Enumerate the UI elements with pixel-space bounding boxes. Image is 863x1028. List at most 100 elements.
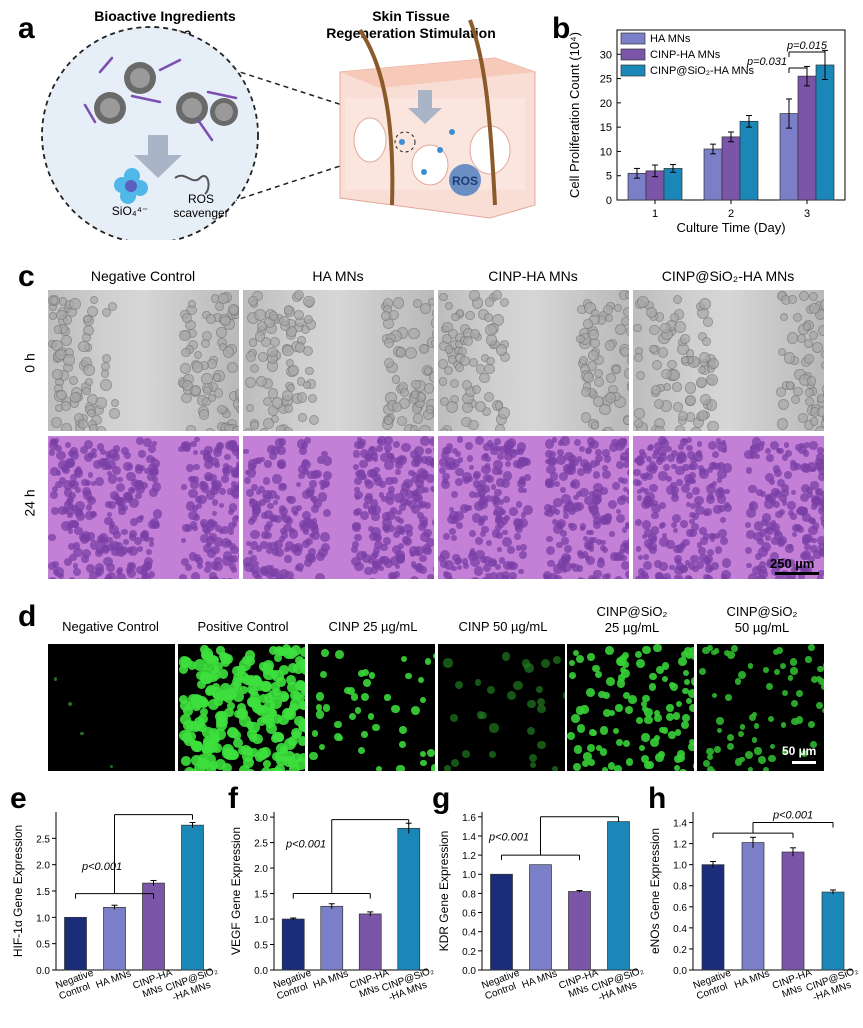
cell <box>513 532 522 541</box>
cell <box>641 519 652 530</box>
cell <box>67 528 74 534</box>
cell <box>473 566 483 576</box>
cell <box>206 541 212 548</box>
fluorescence-image-cinpsio2-50 <box>697 644 824 771</box>
cell <box>385 477 394 486</box>
cell <box>484 455 491 462</box>
cell <box>384 449 390 456</box>
cell <box>805 656 812 663</box>
cell <box>422 474 429 481</box>
cell <box>316 551 326 561</box>
cell <box>440 451 449 460</box>
cell <box>648 545 658 554</box>
cell <box>673 575 680 579</box>
cell <box>576 724 586 733</box>
bar <box>281 918 305 971</box>
cell <box>637 567 646 576</box>
cell <box>705 399 718 411</box>
cell <box>764 472 775 482</box>
cell <box>86 532 96 541</box>
cell <box>303 558 312 567</box>
cell <box>264 459 272 468</box>
cell <box>263 397 273 407</box>
cell <box>70 474 78 482</box>
cell <box>420 759 427 766</box>
cell <box>316 710 325 719</box>
cell <box>254 331 266 342</box>
bar <box>181 824 204 971</box>
cell <box>69 451 79 461</box>
cell <box>751 566 761 576</box>
cell <box>365 480 375 490</box>
cell <box>266 542 273 548</box>
cell <box>54 677 58 681</box>
p-value-label: p=0.031 <box>746 56 787 68</box>
cell <box>52 485 59 492</box>
cell <box>313 499 322 508</box>
cell <box>714 546 723 554</box>
cell <box>386 497 394 506</box>
cell <box>431 518 434 526</box>
cell <box>650 526 660 535</box>
cell <box>556 448 564 456</box>
cell <box>546 464 557 475</box>
cell <box>115 569 122 576</box>
cell <box>68 520 76 528</box>
cell <box>289 529 299 539</box>
cell <box>151 441 158 447</box>
cell <box>808 517 816 525</box>
cell <box>497 452 505 460</box>
y-tick-label: 0.6 <box>673 903 687 914</box>
migration-image-cinp-24h <box>438 436 629 579</box>
cell <box>355 470 363 478</box>
cell <box>586 541 593 548</box>
cell <box>496 571 504 579</box>
cell <box>393 571 401 578</box>
cell <box>244 650 256 661</box>
cell <box>744 449 754 460</box>
cell <box>425 658 432 665</box>
cell <box>657 446 668 457</box>
cell <box>599 748 607 756</box>
cell <box>298 659 305 670</box>
cell <box>682 713 691 722</box>
cell <box>418 565 427 574</box>
cell <box>478 520 484 526</box>
bar <box>821 891 845 971</box>
cell <box>216 327 227 338</box>
cell <box>483 443 491 452</box>
cell <box>184 766 196 771</box>
cell <box>484 313 493 323</box>
cell <box>308 751 318 761</box>
cell <box>220 537 231 548</box>
cell <box>517 448 524 455</box>
cell <box>292 510 298 517</box>
cell <box>789 658 798 666</box>
cell <box>268 311 279 321</box>
cell <box>641 474 648 481</box>
cell <box>759 491 766 498</box>
cell <box>571 458 579 467</box>
cell <box>352 463 359 470</box>
cell <box>714 532 721 539</box>
y-tick-label: 0.4 <box>462 928 476 939</box>
cell <box>432 564 434 574</box>
d-col-positive-control: Positive Control <box>197 619 289 634</box>
cell <box>354 491 363 500</box>
cell <box>359 449 369 459</box>
cell <box>507 690 517 700</box>
cell <box>216 646 225 655</box>
cell <box>536 697 545 707</box>
cell <box>599 403 611 416</box>
cell <box>780 483 790 493</box>
cell <box>89 295 99 305</box>
cell <box>179 574 188 579</box>
cell <box>577 576 584 579</box>
cell <box>489 751 496 758</box>
cell <box>658 536 669 547</box>
cell <box>66 506 76 516</box>
cell <box>451 565 457 572</box>
cell <box>123 452 131 460</box>
cell <box>614 323 627 336</box>
cell <box>516 478 526 488</box>
